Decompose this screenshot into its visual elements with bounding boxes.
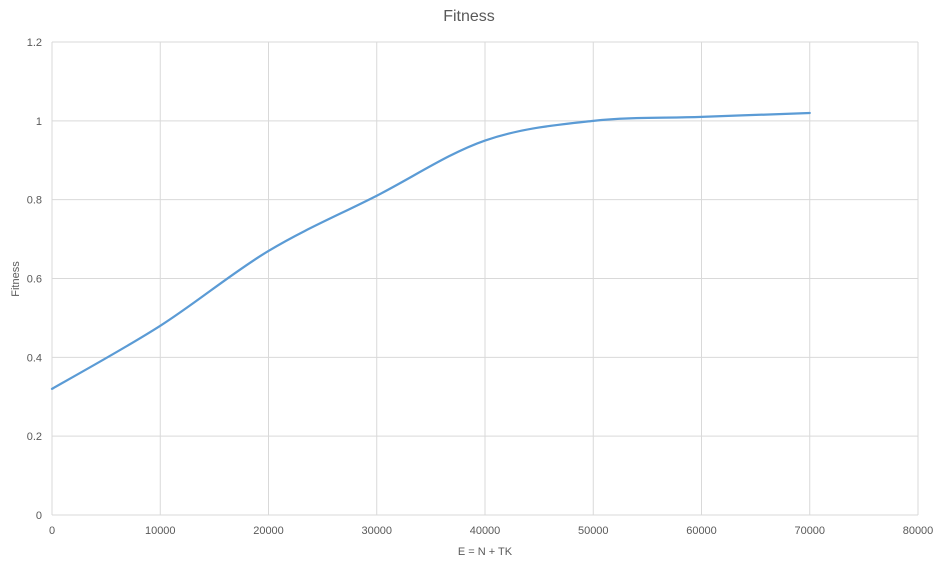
y-axis-ticks: 0 0.2 0.4 0.6 0.8 1 1.2: [27, 37, 42, 522]
y-tick-label: 1.2: [27, 37, 42, 49]
series-layer: [50, 111, 811, 390]
y-tick-label: 0.4: [27, 352, 42, 364]
x-tick-label: 20000: [253, 525, 284, 537]
x-tick-label: 0: [49, 525, 55, 537]
y-tick-label: 0.2: [27, 431, 42, 443]
series-line: [50, 111, 811, 390]
y-tick-label: 0.8: [27, 195, 42, 207]
chart-title: Fitness: [443, 8, 495, 25]
x-tick-label: 30000: [361, 525, 392, 537]
x-tick-label: 70000: [794, 525, 825, 537]
y-tick-label: 0: [36, 510, 42, 522]
x-tick-label: 50000: [578, 525, 609, 537]
y-tick-label: 1: [36, 116, 42, 128]
y-tick-label: 0.6: [27, 274, 42, 286]
x-axis-ticks: 0 10000 20000 30000 40000 50000 60000 70000 8000…: [49, 525, 933, 537]
x-axis-label: E = N + TK: [458, 546, 513, 558]
x-tick-label: 40000: [470, 525, 501, 537]
x-tick-label: 60000: [686, 525, 717, 537]
x-tick-label: 10000: [145, 525, 176, 537]
x-tick-label: 80000: [903, 525, 934, 537]
y-axis-label: Fitness: [10, 261, 22, 297]
